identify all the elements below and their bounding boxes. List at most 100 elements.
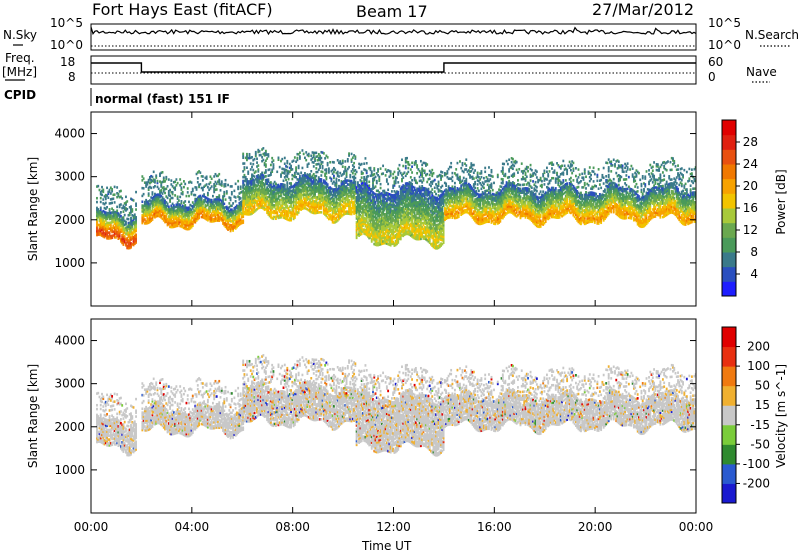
power-cell [355, 224, 358, 228]
power-cell [223, 216, 226, 219]
power-cell [135, 229, 137, 233]
power-cell [372, 237, 374, 241]
power-cell [96, 214, 98, 217]
power-cell [242, 208, 245, 212]
power-cell [380, 238, 383, 242]
power-cell [385, 228, 388, 232]
power-cell [385, 217, 388, 220]
power-cell [388, 227, 391, 231]
power-cell [397, 190, 400, 194]
power-cell [135, 241, 137, 244]
power-cell [322, 202, 325, 206]
power-cell [132, 243, 135, 247]
power-cell [278, 185, 281, 188]
power-cell [234, 211, 237, 215]
power-cell [369, 197, 372, 201]
power-cell [360, 226, 363, 230]
power-cell [358, 218, 361, 222]
power-cell [205, 216, 208, 219]
power-cell [171, 212, 174, 215]
power-cell [361, 197, 364, 200]
power-cell [143, 214, 146, 217]
power-cell [336, 215, 339, 218]
power-cell [382, 232, 385, 236]
power-cell [354, 211, 357, 215]
power-cell [130, 244, 132, 247]
power-cell [394, 243, 397, 247]
power-cell [222, 218, 224, 222]
power-cell [435, 208, 437, 211]
power-cell [302, 206, 305, 210]
power-cell [340, 213, 343, 216]
power-cell [244, 212, 247, 216]
power-cell [184, 225, 187, 228]
power-cell [126, 200, 129, 203]
power-cell [104, 217, 107, 220]
power-cell [301, 176, 304, 179]
power-cell [338, 196, 340, 200]
power-cell [425, 193, 427, 196]
power-cell [431, 201, 434, 205]
power-cell [213, 186, 216, 190]
power-cell [263, 192, 266, 196]
power-cell [239, 222, 242, 225]
power-cell [272, 184, 275, 188]
power-cell [254, 195, 257, 199]
power-cell [305, 207, 308, 210]
power-cell [330, 200, 333, 204]
power-cell [199, 194, 202, 198]
power-cell [253, 181, 256, 184]
power-cell [155, 203, 158, 207]
power-cell [364, 205, 367, 209]
power-cell [320, 156, 323, 160]
power-cell [311, 209, 314, 212]
power-cell [349, 193, 352, 196]
power-cell [338, 186, 340, 190]
power-cell [249, 181, 252, 185]
power-cell [401, 220, 403, 224]
power-cell [242, 179, 245, 183]
power-cell [407, 230, 410, 234]
power-cell [354, 198, 357, 201]
power-cell [109, 192, 112, 195]
power-cell [188, 218, 190, 221]
power-cell [340, 199, 343, 203]
power-cell [103, 232, 106, 235]
power-cell [365, 220, 368, 223]
power-cell [419, 204, 422, 208]
power-cell [204, 207, 207, 211]
power-cell [421, 233, 424, 237]
power-cell [116, 186, 119, 189]
power-cell [203, 212, 206, 216]
power-cell [277, 158, 280, 161]
power-cell [240, 211, 243, 215]
power-cell [151, 216, 154, 219]
power-cell [296, 185, 299, 189]
power-cell [225, 190, 228, 193]
power-cell [428, 235, 431, 239]
power-cell [157, 210, 160, 214]
power-cell [165, 177, 168, 181]
power-cell [111, 236, 114, 240]
power-cell [281, 212, 284, 215]
power-cell [320, 199, 323, 202]
power-cell [254, 201, 257, 204]
power-cell [431, 209, 434, 213]
power-cell [218, 211, 221, 215]
power-cell [406, 213, 408, 216]
power-cell [285, 190, 287, 193]
power-cell [257, 205, 260, 208]
power-cell [433, 207, 436, 211]
power-cell [321, 190, 324, 193]
power-cell [368, 203, 371, 207]
power-cell [374, 218, 377, 221]
power-cell [212, 214, 214, 217]
power-cell [394, 204, 397, 208]
power-cell [198, 205, 200, 208]
power-cell [261, 179, 264, 182]
power-cell [185, 214, 188, 217]
power-cell [269, 192, 272, 196]
power-cell [130, 242, 132, 245]
power-cell [293, 196, 296, 200]
power-cell [234, 196, 237, 199]
